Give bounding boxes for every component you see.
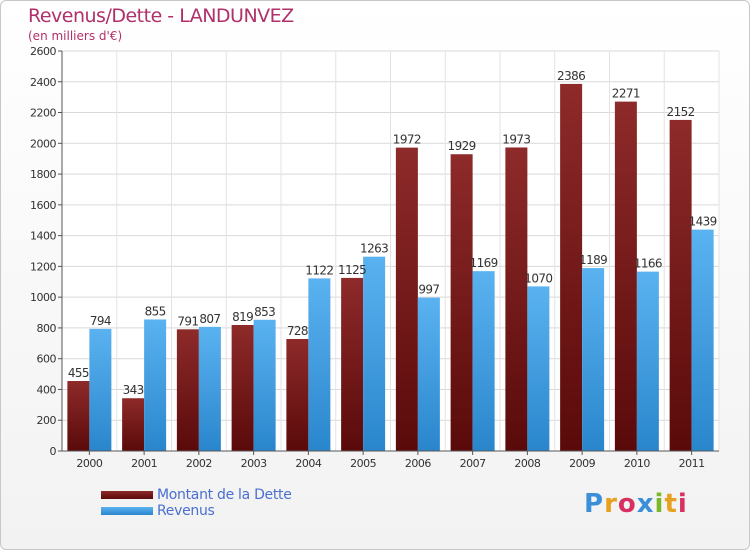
bar-debt xyxy=(560,83,583,451)
y-tick-label: 200 xyxy=(37,414,57,427)
bar-debt xyxy=(176,329,199,451)
x-tick-label: 2003 xyxy=(241,457,267,470)
y-tick-label: 2600 xyxy=(30,45,56,58)
y-tick-label: 2000 xyxy=(30,137,56,150)
y-tick-label: 400 xyxy=(37,383,57,396)
logo-letter: r xyxy=(604,489,618,519)
data-label: 1973 xyxy=(502,132,530,146)
x-tick-label: 2005 xyxy=(350,457,376,470)
chart-title: Revenus/Dette - LANDUNVEZ xyxy=(28,5,294,27)
bar-debt xyxy=(231,325,254,451)
bar-revenue xyxy=(472,271,495,451)
x-tick-label: 2000 xyxy=(76,457,102,470)
bar-revenue xyxy=(253,319,276,451)
data-label: 819 xyxy=(232,310,253,324)
logo-letter: i xyxy=(654,489,665,519)
bar-revenue xyxy=(417,297,440,451)
y-tick-label: 1400 xyxy=(30,230,56,243)
bars xyxy=(67,83,714,451)
bar-revenue xyxy=(89,328,112,451)
x-tick-label: 2006 xyxy=(405,457,431,470)
data-label: 2271 xyxy=(612,87,640,101)
bar-revenue xyxy=(691,229,714,451)
bar-revenue xyxy=(636,271,659,451)
data-label: 2152 xyxy=(667,105,695,119)
bar-debt xyxy=(505,147,528,451)
legend-label-revenue: Revenus xyxy=(157,503,215,519)
proxiti-logo: Proxiti xyxy=(584,489,688,519)
y-tick-label: 2400 xyxy=(30,76,56,89)
data-label: 728 xyxy=(287,324,308,338)
data-label: 1439 xyxy=(689,215,717,229)
bar-debt xyxy=(395,147,418,451)
legend-swatch-debt xyxy=(101,491,153,499)
bar-debt xyxy=(122,398,145,451)
logo-letter: x xyxy=(636,489,655,519)
bar-debt xyxy=(286,339,309,451)
bar-revenue xyxy=(363,256,386,451)
data-label: 1189 xyxy=(579,253,607,267)
data-label: 1169 xyxy=(470,256,498,270)
data-label: 343 xyxy=(123,383,144,397)
bar-revenue xyxy=(582,268,605,451)
legend-item-revenue: Revenus xyxy=(101,503,292,519)
data-label: 1929 xyxy=(448,139,476,153)
data-label: 1125 xyxy=(338,263,366,277)
y-tick-label: 2200 xyxy=(30,107,56,120)
y-tick-label: 800 xyxy=(37,322,57,335)
logo-letter: i xyxy=(677,489,688,519)
y-tick-label: 1800 xyxy=(30,168,56,181)
data-label: 997 xyxy=(418,283,439,297)
y-tick-label: 600 xyxy=(37,353,57,366)
x-tick-label: 2007 xyxy=(460,457,486,470)
legend: Montant de la Dette Revenus xyxy=(101,487,292,519)
legend-swatch-revenue xyxy=(101,507,153,515)
x-tick-label: 2008 xyxy=(514,457,540,470)
chart-subtitle: (en milliers d'€) xyxy=(28,29,123,43)
bar-revenue xyxy=(308,278,331,451)
axes xyxy=(58,50,719,455)
data-label: 791 xyxy=(177,314,198,328)
logo-letter: o xyxy=(617,489,637,519)
data-label: 1070 xyxy=(524,271,552,285)
data-label: 2386 xyxy=(557,69,585,83)
legend-item-debt: Montant de la Dette xyxy=(101,487,292,503)
data-label: 455 xyxy=(68,366,89,380)
bar-revenue xyxy=(198,326,221,451)
data-label: 1166 xyxy=(634,257,662,271)
bar-debt xyxy=(341,277,364,451)
labels: 0 200 400 600 800 1000 1200 1400 1600 1800 2000 220… xyxy=(30,45,717,470)
data-label: 1122 xyxy=(305,263,333,277)
bar-revenue xyxy=(527,286,550,451)
bar-debt xyxy=(67,381,90,451)
y-tick-label: 1000 xyxy=(30,291,56,304)
bar-debt xyxy=(450,154,473,451)
x-tick-label: 2009 xyxy=(569,457,595,470)
x-tick-label: 2010 xyxy=(624,457,650,470)
data-label: 1972 xyxy=(393,133,421,147)
bar-debt xyxy=(614,101,637,451)
bar-revenue xyxy=(144,319,167,451)
logo-letter: t xyxy=(664,489,678,519)
x-tick-label: 2004 xyxy=(295,457,321,470)
x-tick-label: 2011 xyxy=(679,457,705,470)
y-tick-label: 1200 xyxy=(30,260,56,273)
bar-debt xyxy=(669,119,692,451)
data-label: 807 xyxy=(199,312,220,326)
data-label: 1263 xyxy=(360,242,388,256)
data-label: 853 xyxy=(254,305,275,319)
x-tick-label: 2002 xyxy=(186,457,212,470)
y-tick-label: 0 xyxy=(50,445,57,458)
data-label: 855 xyxy=(145,304,166,318)
data-label: 794 xyxy=(90,314,111,328)
x-tick-label: 2001 xyxy=(131,457,157,470)
grid-lines xyxy=(61,50,720,452)
y-tick-label: 1600 xyxy=(30,199,56,212)
logo-letter: P xyxy=(584,489,605,519)
legend-label-debt: Montant de la Dette xyxy=(157,487,292,503)
